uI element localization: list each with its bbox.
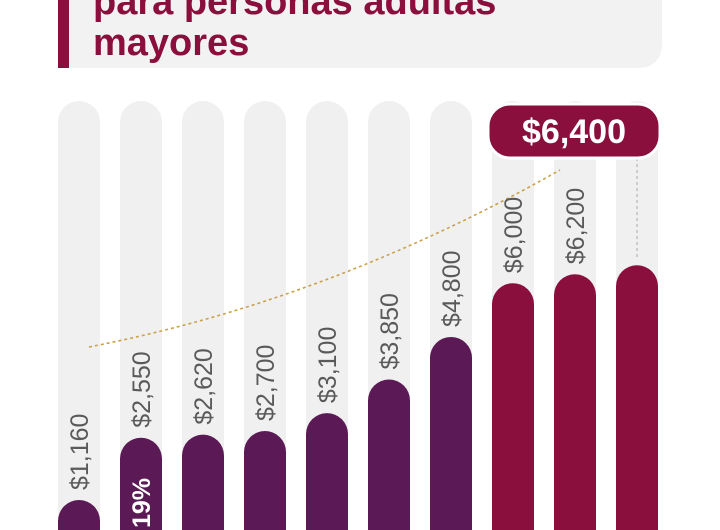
value-label-8: $6,000: [500, 197, 528, 273]
bar-track-3: [182, 101, 224, 530]
bar-2: [120, 437, 162, 530]
chart-title-line-1: para personas adultas: [93, 0, 497, 23]
percent-annotation: 19%: [128, 478, 156, 528]
bar-4: [244, 431, 286, 530]
value-label-2: $2,550: [128, 351, 156, 427]
bar-3: [182, 434, 224, 530]
value-label-7: $4,800: [438, 250, 466, 326]
bar-track-1: [58, 101, 100, 530]
chart-title-line-2: mayores: [93, 22, 250, 64]
bar-8: [492, 283, 534, 530]
value-label-4: $2,700: [252, 345, 280, 421]
bar-5: [306, 413, 348, 530]
bar-6: [368, 379, 410, 530]
bar-9: [554, 274, 596, 530]
bar-7: [430, 336, 472, 530]
value-label-9: $6,200: [562, 188, 590, 264]
title-accent-bar: [58, 0, 69, 68]
trend-line: [88, 169, 561, 348]
value-label-5: $3,100: [314, 327, 342, 403]
bar-10: [616, 265, 658, 530]
value-label-6: $3,850: [376, 293, 404, 369]
title-card: [58, 0, 662, 68]
value-label-1: $1,160: [66, 414, 94, 490]
value-label-3: $2,620: [190, 348, 218, 424]
bar-track-4: [244, 101, 286, 530]
highlight-callout: [486, 102, 662, 160]
bar-track-2: [120, 101, 162, 530]
highlight-value: $6,400: [522, 113, 626, 151]
bar-1: [58, 500, 100, 530]
